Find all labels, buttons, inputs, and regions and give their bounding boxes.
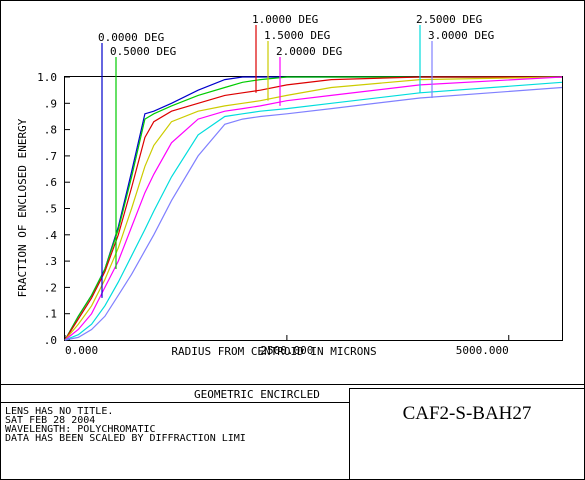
y-tick-labels: 1.0 .9 .8 .7 .6 .5 .4 .3 .2 .1 .0 [37, 71, 57, 347]
legend-label-2: 1.0000 DEG [252, 13, 318, 26]
series-curve-2 [64, 76, 562, 341]
y-tick-label: .8 [44, 124, 57, 137]
x-tick-labels: 0.000 2500.000 5000.000 [65, 344, 509, 357]
lens-name-stamp: CAF2-S-BAH27 [349, 388, 585, 480]
info-line-wavelength: WAVELENGTH: POLYCHROMATIC [5, 424, 156, 435]
legend-label-6: 3.0000 DEG [428, 29, 494, 42]
y-tick-label: 1.0 [37, 71, 57, 84]
legend-label-4: 2.0000 DEG [276, 45, 342, 58]
legend-label-0: 0.0000 DEG [98, 31, 164, 44]
x-tick-label: 0.000 [65, 344, 98, 357]
series-curve-0 [64, 76, 562, 341]
y-tick-label: .3 [44, 255, 57, 268]
tick-marks [64, 76, 510, 341]
legend-label-5: 2.5000 DEG [416, 13, 482, 26]
series-curve-1 [64, 76, 562, 341]
chart-title: GEOMETRIC ENCIRCLED [194, 388, 320, 401]
y-tick-label: .5 [44, 203, 57, 216]
series-curve-3 [64, 76, 563, 341]
series-curve-4 [64, 76, 563, 341]
y-tick-label: .1 [44, 308, 57, 321]
y-tick-label: .6 [44, 176, 57, 189]
y-tick-label: .7 [44, 150, 57, 163]
info-block: LENS HAS NO TITLE. SAT FEB 28 2004 WAVEL… [5, 406, 246, 444]
y-tick-label: .9 [44, 97, 57, 110]
info-line-title: LENS HAS NO TITLE. [5, 406, 113, 417]
info-line-date: SAT FEB 28 2004 [5, 415, 95, 426]
y-tick-label: .0 [44, 334, 57, 347]
legend-label-3: 1.5000 DEG [264, 29, 330, 42]
legend-label-1: 0.5000 DEG [110, 45, 176, 58]
series-curve-6 [64, 86, 563, 341]
y-tick-label: .2 [44, 281, 57, 294]
curves [64, 76, 563, 341]
x-tick-label: 2500.000 [260, 344, 313, 357]
info-line-scaling: DATA HAS BEEN SCALED BY DIFFRACTION LIMI [5, 433, 246, 444]
y-tick-label: .4 [44, 229, 58, 242]
x-tick-label: 5000.000 [456, 344, 509, 357]
y-axis-label: FRACTION OF ENCLOSED ENERGY [16, 118, 29, 297]
lens-name-text: CAF2-S-BAH27 [402, 403, 532, 424]
series-curve-5 [64, 81, 563, 341]
x-axis-label: RADIUS FROM CENTROID IN MICRONS [171, 345, 376, 358]
